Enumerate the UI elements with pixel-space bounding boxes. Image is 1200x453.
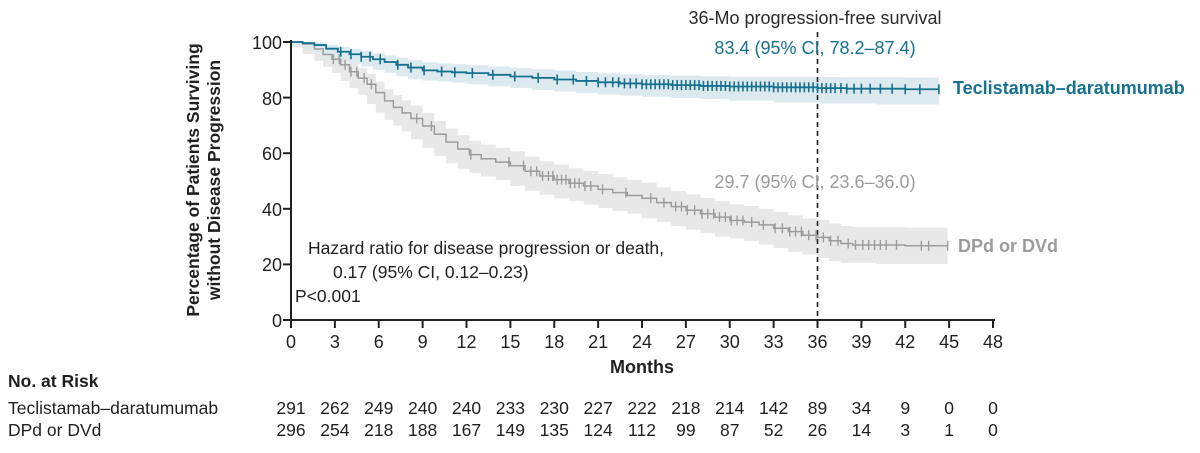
hazard-note-line3: P<0.001 <box>295 286 361 306</box>
risk-count-dpd-dvd: 112 <box>628 420 656 440</box>
x-tick-label: 18 <box>544 332 565 352</box>
risk-count-teclistamab: 222 <box>627 398 657 418</box>
x-tick-label: 33 <box>763 332 784 352</box>
y-axis-label: Percentage of Patients Surviving without… <box>183 10 227 350</box>
y-tick-label: 60 <box>261 144 282 165</box>
risk-count-dpd-dvd: 188 <box>408 420 438 440</box>
risk-count-dpd-dvd: 124 <box>583 420 613 440</box>
x-tick-label: 48 <box>982 332 1004 352</box>
risk-count-dpd-dvd: 3 <box>900 420 911 440</box>
risk-count-dpd-dvd: 26 <box>807 420 828 440</box>
gray-ci-band <box>291 42 948 264</box>
risk-count-dpd-dvd: 254 <box>320 420 350 440</box>
x-tick-label: 3 <box>329 332 340 352</box>
x-tick-label: 36 <box>807 332 828 352</box>
risk-count-dpd-dvd: 87 <box>720 420 740 440</box>
risk-count-dpd-dvd: 135 <box>539 420 569 440</box>
risk-count-teclistamab: 89 <box>807 398 828 418</box>
x-tick-label: 9 <box>417 332 428 352</box>
risk-row-label-dpd-dvd: DPd or DVd <box>8 420 102 440</box>
risk-count-teclistamab: 0 <box>988 398 998 418</box>
gray-ci-annotation: 29.7 (95% CI, 23.6–36.0) <box>714 172 916 192</box>
risk-count-teclistamab: 227 <box>583 398 613 418</box>
chart-title: 36-Mo progression-free survival <box>688 8 942 28</box>
risk-count-dpd-dvd: 99 <box>676 420 696 440</box>
x-tick-label: 39 <box>851 332 872 352</box>
risk-count-teclistamab: 9 <box>900 398 911 418</box>
x-tick-label: 42 <box>895 332 916 352</box>
curve-label-dpd-dvd: DPd or DVd <box>958 236 1059 256</box>
y-tick-label: 40 <box>261 199 282 220</box>
x-tick-label: 0 <box>285 332 297 352</box>
y-axis-label-line1: Percentage of Patients Surviving <box>183 43 203 317</box>
risk-count-teclistamab: 218 <box>671 398 701 418</box>
risk-count-teclistamab: 142 <box>759 398 789 418</box>
risk-count-teclistamab: 240 <box>408 398 438 418</box>
x-tick-label: 27 <box>675 332 696 352</box>
x-tick-label: 12 <box>456 332 477 352</box>
risk-count-teclistamab: 233 <box>495 398 525 418</box>
risk-count-dpd-dvd: 296 <box>276 420 306 440</box>
x-axis-label: Months <box>610 357 674 377</box>
risk-count-dpd-dvd: 149 <box>495 420 525 440</box>
risk-count-dpd-dvd: 218 <box>364 420 394 440</box>
risk-count-teclistamab: 249 <box>364 398 394 418</box>
curve-label-teclistamab: Teclistamab–daratumumab <box>953 78 1185 98</box>
y-tick-label: 0 <box>271 311 282 331</box>
risk-count-teclistamab: 230 <box>539 398 569 418</box>
hazard-note-line2: 0.17 (95% CI, 0.12–0.23) <box>333 262 529 282</box>
y-tick-label: 100 <box>251 33 282 53</box>
hazard-note-line1: Hazard ratio for disease progression or … <box>308 238 665 258</box>
risk-count-dpd-dvd: 14 <box>851 420 872 440</box>
y-tick-label: 20 <box>261 255 282 276</box>
risk-count-dpd-dvd: 1 <box>944 420 954 440</box>
x-tick-label: 24 <box>631 332 653 352</box>
risk-count-teclistamab: 0 <box>944 398 954 418</box>
risk-count-teclistamab: 214 <box>715 398 745 418</box>
y-tick-label: 80 <box>261 88 282 109</box>
x-tick-label: 30 <box>719 332 740 352</box>
x-tick-label: 6 <box>373 332 384 352</box>
gray-km-curve <box>291 41 948 247</box>
risk-count-teclistamab: 34 <box>851 398 872 418</box>
risk-count-teclistamab: 291 <box>276 398 306 418</box>
risk-count-teclistamab: 262 <box>320 398 350 418</box>
x-tick-label: 15 <box>500 332 521 352</box>
hazard-ratio-note: Hazard ratio for disease progression or … <box>295 236 664 308</box>
x-tick-label: 45 <box>939 332 960 352</box>
risk-row-label-teclistamab: Teclistamab–daratumumab <box>8 398 219 418</box>
teal-ci-band <box>291 42 939 105</box>
teal-ci-annotation: 83.4 (95% CI, 78.2–87.4) <box>714 38 916 58</box>
x-tick-label: 21 <box>588 332 609 352</box>
risk-count-dpd-dvd: 0 <box>988 420 998 440</box>
risk-table-title: No. at Risk <box>8 371 99 391</box>
risk-count-teclistamab: 240 <box>451 398 482 418</box>
risk-count-dpd-dvd: 52 <box>763 420 784 440</box>
y-axis-label-line2: without Disease Progression <box>204 59 224 301</box>
risk-count-dpd-dvd: 167 <box>451 420 482 440</box>
